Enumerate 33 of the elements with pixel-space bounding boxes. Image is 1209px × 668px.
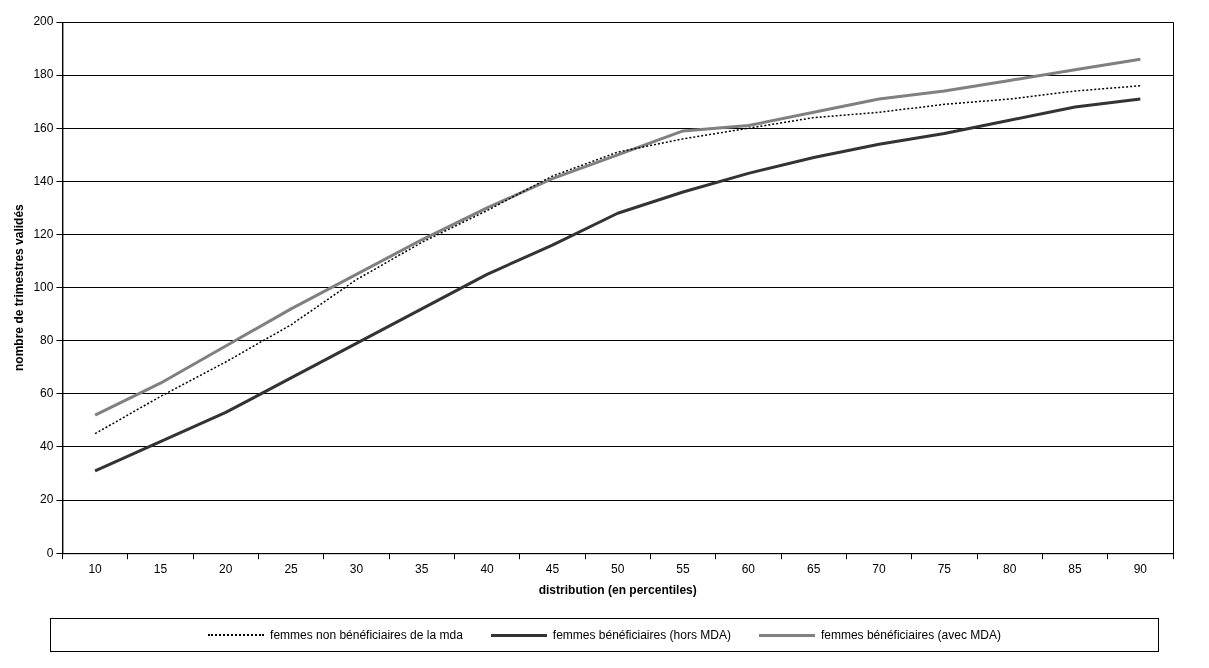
x-tick-label: 65 bbox=[807, 561, 821, 576]
y-tick-label: 60 bbox=[40, 386, 54, 401]
x-tick-label: 30 bbox=[349, 561, 364, 576]
y-axis-title: nombre de trimestres validés bbox=[11, 203, 26, 371]
y-tick-label: 80 bbox=[40, 333, 54, 348]
x-tick-label: 20 bbox=[219, 561, 233, 576]
y-tick-label: 40 bbox=[40, 439, 54, 454]
legend-label: femmes non bénéficiaires de la mda bbox=[270, 628, 463, 642]
x-tick-label: 55 bbox=[676, 561, 691, 576]
x-tick-label: 35 bbox=[415, 561, 429, 576]
legend-label: femmes bénéficiaires (hors MDA) bbox=[552, 628, 731, 642]
y-tick-label: 200 bbox=[33, 14, 54, 29]
x-tick-label: 75 bbox=[937, 561, 952, 576]
y-tick-label: 140 bbox=[33, 173, 54, 188]
x-tick-label: 10 bbox=[88, 561, 103, 576]
x-tick-label: 25 bbox=[284, 561, 299, 576]
x-tick-label: 15 bbox=[153, 561, 168, 576]
legend-label: femmes bénéficiaires (avec MDA) bbox=[820, 628, 1001, 642]
y-tick-label: 20 bbox=[40, 492, 54, 507]
y-tick-label: 180 bbox=[33, 67, 54, 82]
y-tick-label: 0 bbox=[46, 545, 54, 560]
x-tick-label: 80 bbox=[1003, 561, 1017, 576]
x-tick-label: 85 bbox=[1068, 561, 1082, 576]
x-tick-label: 45 bbox=[545, 561, 560, 576]
y-tick-label: 100 bbox=[33, 279, 54, 294]
x-tick-label: 90 bbox=[1133, 561, 1148, 576]
x-tick-label: 70 bbox=[872, 561, 887, 576]
y-tick-label: 160 bbox=[33, 120, 54, 135]
y-tick-label: 120 bbox=[33, 226, 54, 241]
x-tick-label: 60 bbox=[741, 561, 756, 576]
x-tick-label: 50 bbox=[611, 561, 625, 576]
x-tick-label: 40 bbox=[480, 561, 495, 576]
x-axis-title: distribution (en percentiles) bbox=[538, 583, 697, 598]
